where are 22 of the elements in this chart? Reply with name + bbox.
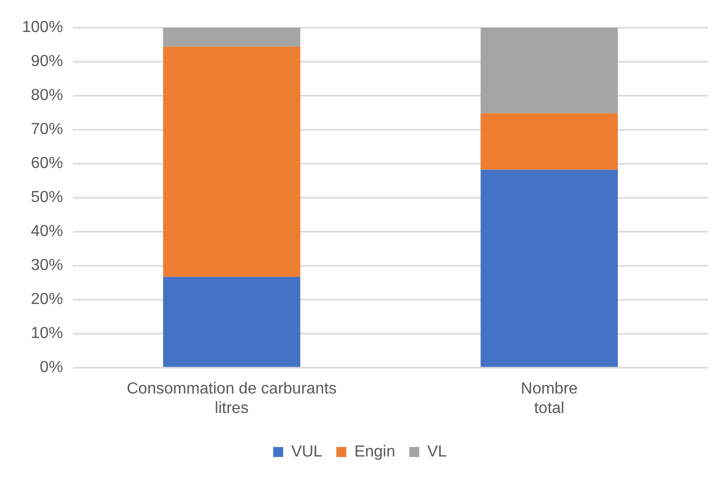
bar — [480, 113, 618, 170]
bar — [163, 46, 300, 277]
y-tick-label: 50% — [30, 189, 63, 206]
bar — [163, 276, 300, 367]
y-tick-label: 60% — [30, 155, 63, 172]
bar — [480, 28, 618, 114]
bar — [163, 28, 300, 47]
y-tick-label: 20% — [30, 291, 63, 308]
y-tick-label: 10% — [30, 325, 63, 342]
legend-label: Engin — [354, 443, 396, 460]
bar — [480, 170, 618, 367]
y-tick-label: 90% — [30, 53, 63, 70]
y-tick-label: 80% — [30, 87, 63, 104]
y-tick-label: 30% — [30, 257, 63, 274]
legend-label: VUL — [291, 443, 322, 460]
y-tick-label: 70% — [30, 121, 63, 138]
x-tick-label: Nombre total — [520, 380, 578, 417]
y-tick-label: 40% — [30, 223, 63, 240]
y-tick-label: 0% — [40, 359, 63, 376]
x-tick-label: Consommation de carburants litres — [126, 380, 337, 417]
y-tick-label: 100% — [22, 19, 63, 36]
legend-label: VL — [427, 443, 447, 460]
